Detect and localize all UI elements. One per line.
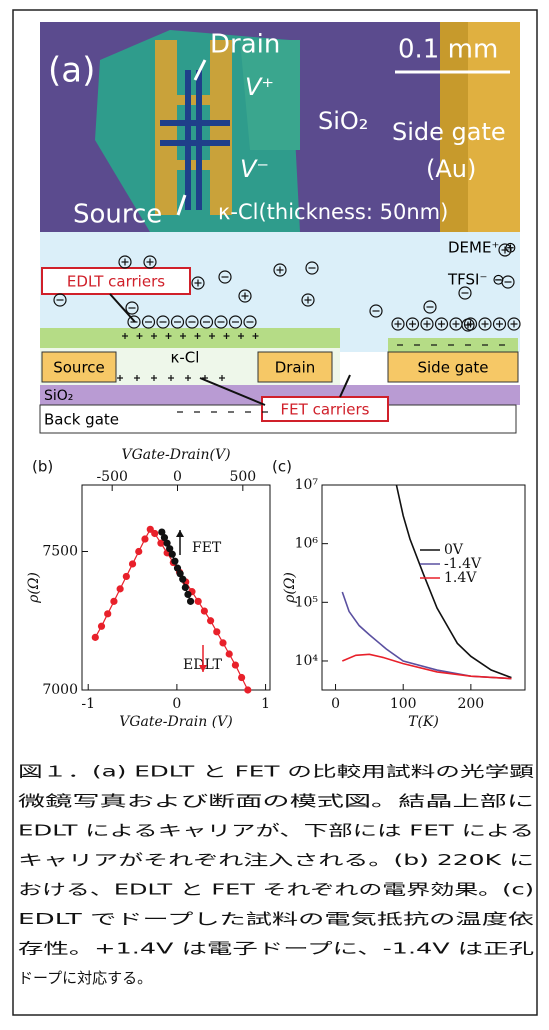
- x-axis-label: T(K): [408, 714, 439, 730]
- data-point: [135, 548, 142, 555]
- label-layer: SiO₂: [44, 388, 73, 404]
- photo-label: (Au): [426, 155, 476, 183]
- label-edlt: EDLT carriers: [67, 273, 165, 291]
- y-tick-label: 10⁴: [295, 653, 319, 669]
- label-crystal: κ-Cl: [171, 349, 200, 367]
- legend-ion: DEME⁺ ⊕: [448, 239, 517, 257]
- x2-tick-label: -500: [96, 469, 127, 485]
- x-axis-label: VGate-Drain (V): [119, 714, 233, 730]
- x-tick-label: 200: [457, 696, 484, 712]
- data-point: [187, 598, 194, 605]
- cross-section: DEME⁺ ⊕ TFSI⁻ ⊖ EDLT carriers κ-Cl Sourc…: [40, 232, 520, 433]
- data-point: [92, 634, 99, 641]
- data-point: [129, 560, 136, 567]
- x2-axis-label: VGate-Drain(V): [121, 447, 230, 463]
- caption: 図１．(a) EDLT と FET の比較用試料の光学顕微鏡写真および断面の模式…: [18, 763, 534, 988]
- data-point: [207, 617, 214, 624]
- x-tick-label: -1: [81, 696, 95, 712]
- x-tick-label: 100: [390, 696, 417, 712]
- data-point: [98, 623, 105, 630]
- caption-line: 図１．(a) EDLT と FET の比較用試料の光学顕: [18, 763, 534, 781]
- x-tick-label: 0: [172, 696, 181, 712]
- data-point: [151, 530, 158, 537]
- photo-label: 0.1 mm: [398, 35, 498, 65]
- x-tick-label: 1: [261, 696, 270, 712]
- data-point: [123, 573, 130, 580]
- photo-label: Source: [73, 200, 162, 230]
- series-line: [342, 592, 511, 679]
- caption-line: おける、EDLT と FET それぞれの電界効果。(c): [18, 881, 534, 899]
- label-electrode: Drain: [275, 359, 316, 377]
- charts: -1 0 1 -500 0 500 7000 7500 (b) VGate-Drain (V) VG…: [26, 447, 525, 730]
- data-point: [169, 551, 176, 558]
- caption-line: ドープに対応する。: [18, 969, 152, 987]
- data-point: [117, 585, 124, 592]
- caption-line: 微鏡写真および断面の模式図。結晶上部に: [18, 792, 534, 810]
- panel-label: (c): [272, 458, 292, 476]
- photo-label: Drain: [210, 30, 280, 60]
- data-point: [179, 576, 186, 583]
- data-point: [213, 628, 220, 635]
- label-electrode: Source: [53, 359, 105, 377]
- data-point: [226, 650, 233, 657]
- data-point: [184, 591, 191, 598]
- label-electrode: Side gate: [417, 359, 488, 377]
- label-fet: FET carriers: [281, 401, 370, 419]
- data-point: [244, 686, 251, 693]
- micrograph: (a) Drain V⁺ V⁻ 0.1 mm SiO₂ Side gate (A…: [40, 22, 520, 232]
- y-tick-label: 10⁶: [295, 536, 319, 552]
- photo-label: SiO₂: [318, 107, 368, 135]
- legend-label: 1.4V: [444, 570, 477, 586]
- data-point: [141, 535, 148, 542]
- caption-line: 存性。+1.4V は電子ドープに、-1.4V は正孔: [18, 940, 534, 958]
- data-point: [201, 607, 208, 614]
- y-tick-label: 10⁵: [295, 594, 319, 610]
- caption-line: EDLT でドープした試料の電気抵抗の温度依: [18, 910, 534, 928]
- data-point: [110, 598, 117, 605]
- panel-label: (a): [48, 51, 95, 91]
- data-point: [171, 558, 178, 565]
- plot-frame: [322, 485, 525, 690]
- annotation: FET: [192, 540, 222, 556]
- caption-line: EDLT によるキャリアが、下部には FET による: [18, 822, 534, 840]
- y-axis-label: ρ(Ω): [282, 572, 298, 604]
- legend-ion: TFSI⁻ ⊖: [447, 271, 505, 289]
- data-point: [182, 584, 189, 591]
- y-axis-label: ρ(Ω): [26, 572, 42, 604]
- panel-label: (b): [32, 458, 53, 476]
- data-point: [104, 610, 111, 617]
- arrow-head: [176, 530, 184, 537]
- x-tick-label: 0: [331, 696, 340, 712]
- data-point: [238, 674, 245, 681]
- data-point: [195, 598, 202, 605]
- data-point: [232, 661, 239, 668]
- label-layer: Back gate: [44, 411, 119, 429]
- data-point: [219, 639, 226, 646]
- y-tick-label: 10⁷: [295, 477, 319, 493]
- caption-line: キャリアがそれぞれ注入される。(b) 220K に: [18, 851, 534, 869]
- x2-tick-label: 500: [229, 469, 256, 485]
- plot-frame: [82, 485, 270, 690]
- y-tick-label: 7500: [42, 543, 78, 559]
- photo-label: V⁻: [240, 155, 269, 183]
- x2-tick-label: 0: [173, 469, 182, 485]
- photo-label: V⁺: [245, 73, 274, 101]
- y-tick-label: 7000: [42, 682, 78, 698]
- figure: (a) Drain V⁺ V⁻ 0.1 mm SiO₂ Side gate (A…: [0, 0, 549, 1026]
- photo-label: Side gate: [392, 118, 506, 146]
- photo-label: κ-Cl(thickness: 50nm): [218, 200, 448, 224]
